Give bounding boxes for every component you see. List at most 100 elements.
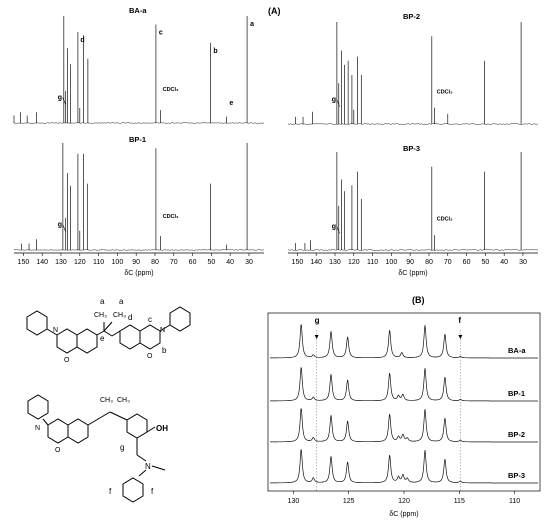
peak-label: CDCl₃ xyxy=(163,214,179,220)
axis-a-tick-label: 50 xyxy=(481,259,489,266)
phenyl-ring-left xyxy=(26,310,48,336)
peak-label: g xyxy=(332,223,336,230)
label-ch3-3: CH₃ xyxy=(100,397,113,404)
label-ch3-1: CH₃ xyxy=(94,312,107,319)
label-a-1: a xyxy=(100,297,105,306)
marker-arrow-f xyxy=(458,335,463,339)
peak-label: g xyxy=(332,97,336,104)
axis-a-xlabel: δC (ppm) xyxy=(124,270,153,277)
peak-label: g xyxy=(58,94,62,101)
axis-a-tick-label: 120 xyxy=(74,259,86,266)
structure-bisbenzoxazine-labels: a a CH₃ CH₃ e c d b N O N O xyxy=(53,297,167,364)
axis-a-tick-label: 90 xyxy=(406,259,414,266)
axis-b-tick-label: 110 xyxy=(509,498,520,505)
label-g: g xyxy=(120,443,124,452)
axis-a-tick-label: 70 xyxy=(170,259,178,266)
peak-label-leader xyxy=(336,99,340,107)
axis-a-tick-label: 140 xyxy=(310,259,322,266)
label-c: c xyxy=(148,315,152,324)
axis-a-tick-label: 150 xyxy=(18,259,30,266)
peak-label: CDCl₃ xyxy=(437,217,453,223)
label-f-2: f xyxy=(151,487,154,496)
atom-o-right: O xyxy=(147,353,153,360)
phenol-ring xyxy=(126,413,148,439)
marker-label-f: f xyxy=(458,316,461,325)
structure-open-ring xyxy=(27,394,166,503)
axis-a: 150 140 130 120 110 100 90 80 70 60 50 40 30 150 140 13… xyxy=(14,252,538,277)
oxazine-ring-open xyxy=(47,418,69,444)
trace-BA-a xyxy=(270,324,538,359)
axis-a-tick-label: 60 xyxy=(463,259,471,266)
axis-a-tick-label: 100 xyxy=(112,259,124,266)
label-a-2: a xyxy=(119,297,124,306)
peak-label: g xyxy=(58,221,62,228)
atom-n-left: N xyxy=(53,327,58,334)
axis-b-tick-label: 120 xyxy=(398,498,410,505)
axis-a-tick-label: 60 xyxy=(189,259,197,266)
axis-a-tick-label: 40 xyxy=(226,259,234,266)
label-oh: OH xyxy=(156,424,168,433)
peak-label-leader xyxy=(62,224,66,232)
trace-label: BP-3 xyxy=(508,471,525,480)
atom-o-left: O xyxy=(64,357,70,364)
structure-bisbenzoxazine xyxy=(26,306,191,354)
spectrum-title: BA-a xyxy=(129,6,147,15)
axis-a-tick-label: 110 xyxy=(367,259,378,266)
marker-label-g: g xyxy=(315,316,320,325)
axis-b-tick-label: 130 xyxy=(288,498,300,505)
spectrum-title: BP-2 xyxy=(403,12,420,21)
peak-label: e xyxy=(229,100,233,107)
phenyl-ring-bottom xyxy=(122,477,144,503)
axis-a-tick-label: 70 xyxy=(444,259,452,266)
baseline-BA-a xyxy=(13,122,265,124)
axis-b-xlabel: δC (ppm) xyxy=(389,511,418,518)
axis-a-tick-label: 50 xyxy=(207,259,215,266)
baseline-BP-3 xyxy=(287,248,539,252)
benzene-ring-left xyxy=(76,328,98,354)
label-e: e xyxy=(100,334,105,343)
peak-label: CDCl₃ xyxy=(437,89,453,95)
peak-label: d xyxy=(80,37,84,44)
marker-arrow-g xyxy=(314,335,319,339)
atom-n-right: N xyxy=(160,327,165,334)
baseline-BP-1 xyxy=(13,249,264,251)
phenyl-ring-right xyxy=(169,306,191,332)
axis-a-xlabel-2: δC (ppm) xyxy=(398,270,427,277)
spectrum-title: BP-3 xyxy=(403,144,420,153)
axis-b-tick-label: 125 xyxy=(343,498,355,505)
atom-o-open: O xyxy=(55,447,61,454)
axis-a-tick-label: 120 xyxy=(348,259,360,266)
atom-n-open: N xyxy=(145,462,151,471)
label-ch3-4: CH₃ xyxy=(117,397,130,404)
spectra-a: BA-a a b c d e g CDCl₃ BP-2 g CDCl₃ BP-1 g CDCl₃ BP-3 g… xyxy=(13,6,539,252)
benzene-ring-right xyxy=(119,324,141,350)
label-d: d xyxy=(128,313,132,322)
atom-n-top: N xyxy=(35,425,40,432)
axis-a-tick-label: 80 xyxy=(151,259,159,266)
peak-label: c xyxy=(159,30,163,37)
axis-a-tick-label: 90 xyxy=(132,259,140,266)
axis-a-tick-label: 110 xyxy=(93,259,104,266)
peak-label: b xyxy=(213,48,217,55)
axis-a-tick-label: 40 xyxy=(500,259,508,266)
axis-a-tick-label: 130 xyxy=(329,259,341,266)
label-f-1: f xyxy=(109,487,112,496)
peak-label: CDCl₃ xyxy=(163,87,179,93)
peak-label-leader xyxy=(62,97,66,105)
oxazine-ring-left xyxy=(56,328,78,354)
axis-a-tick-label: 30 xyxy=(519,259,527,266)
axis-b-tick-label: 115 xyxy=(454,498,465,505)
peak-label-leader xyxy=(336,226,340,234)
label-b: b xyxy=(162,346,167,355)
phenyl-ring-top xyxy=(27,394,49,420)
spectrum-title: BP-1 xyxy=(129,135,146,144)
trace-BP-1 xyxy=(270,367,538,402)
axis-a-tick-label: 100 xyxy=(386,259,398,266)
panel-b-frame xyxy=(267,312,541,492)
trace-label: BP-2 xyxy=(508,430,525,439)
benzene-ring-middle xyxy=(67,418,89,444)
axis-a-tick-label: 140 xyxy=(36,259,48,266)
axis-a-tick-label: 80 xyxy=(425,259,433,266)
panel-a-label: (A) xyxy=(268,6,281,16)
panel-b: g f BA-a BP-1 BP-2 BP-3 130 125 120 115 110 δC (ppm… xyxy=(267,312,541,518)
